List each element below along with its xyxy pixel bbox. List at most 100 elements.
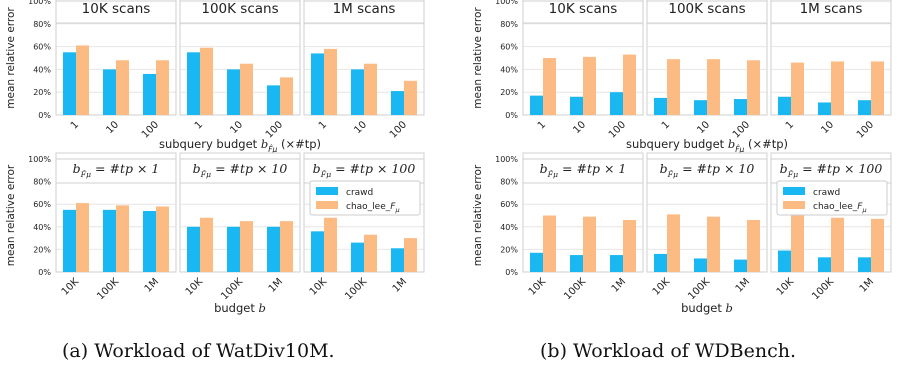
x-tick-label: 1M xyxy=(610,276,628,294)
bar-chao-lee xyxy=(364,63,377,115)
bar-chao-lee xyxy=(280,77,293,115)
panel-title: 100K scans xyxy=(201,1,278,17)
x-tick-label: 1M xyxy=(267,276,285,294)
chart-watdiv10m-bottom: mean relative error 0% 20% 40% 60% 80% 100% bF̂… xyxy=(5,152,425,315)
legend-label: chao_lee_Fμ xyxy=(813,202,867,214)
x-tick-label: 1M xyxy=(143,276,161,294)
bar-crawd xyxy=(694,100,707,115)
bar-chao-lee xyxy=(667,59,680,115)
x-tick-label: 100 xyxy=(607,119,628,140)
x-tick-label: 100K xyxy=(686,276,712,302)
x-tick-label: 10 xyxy=(228,119,245,136)
y-axis-label: mean relative error xyxy=(5,164,17,266)
panel-3: 1M scans 1 10 100 xyxy=(303,0,425,141)
chart-wdbench-top: mean relative error 0% 20% 40% 60% 80% 100% 10K… xyxy=(472,0,892,154)
bar-chao-lee xyxy=(280,221,293,272)
bar-crawd xyxy=(143,73,156,115)
x-tick-label: 10K xyxy=(775,276,797,298)
bar-chao-lee xyxy=(156,60,169,115)
caption-b: (b) Workload of WDBench. xyxy=(540,340,796,362)
x-tick-label: 1 xyxy=(193,119,205,131)
panel-3: bF̂μ = #tp × 100 10K 100K 1M xyxy=(303,152,425,302)
x-tick-label: 10K xyxy=(651,276,673,298)
x-tick-label: 10K xyxy=(184,276,206,298)
bar-crawd xyxy=(267,226,280,272)
x-tick-label: 10 xyxy=(352,119,369,136)
bar-crawd xyxy=(858,257,871,272)
x-tick-label: 100K xyxy=(562,276,588,302)
y-tick-label: 60% xyxy=(33,43,51,52)
bar-chao-lee xyxy=(76,45,89,115)
x-tick-label: 1M xyxy=(858,276,876,294)
x-tick-label: 10 xyxy=(695,119,712,136)
bar-crawd xyxy=(103,209,116,272)
bar-chao-lee xyxy=(871,61,884,115)
bar-crawd xyxy=(694,258,707,272)
bar-crawd xyxy=(654,253,667,272)
bar-crawd xyxy=(530,95,543,115)
caption-a: (a) Workload of WatDiv10M. xyxy=(62,340,335,362)
bar-chao-lee xyxy=(831,217,844,272)
bar-crawd xyxy=(734,99,747,115)
bar-crawd xyxy=(570,255,583,272)
panel-title: 10K scans xyxy=(82,1,151,17)
x-tick-label: 100 xyxy=(388,119,409,140)
bar-crawd xyxy=(778,96,791,115)
bar-chao-lee xyxy=(707,59,720,115)
panel-1: bF̂μ = #tp × 1 10K 100K 1M xyxy=(522,152,644,302)
x-tick-label: 100K xyxy=(95,276,121,302)
x-tick-label: 100 xyxy=(855,119,876,140)
panel-3: 1M scans 1 10 100 xyxy=(770,0,892,141)
bar-chao-lee xyxy=(543,215,556,272)
y-tick-label: 60% xyxy=(500,43,518,52)
bar-crawd xyxy=(63,52,76,115)
bar-crawd xyxy=(187,226,200,272)
y-tick-label: 0% xyxy=(505,111,518,120)
bar-chao-lee xyxy=(364,234,377,272)
bar-crawd xyxy=(734,259,747,272)
bar-crawd xyxy=(103,69,116,115)
x-tick-label: 1M xyxy=(391,276,409,294)
bar-chao-lee xyxy=(200,217,213,272)
panel-title: bF̂μ = #tp × 10 xyxy=(193,161,288,179)
y-axis-label: mean relative error xyxy=(5,7,17,109)
bar-chao-lee xyxy=(831,61,844,115)
y-tick-label: 100% xyxy=(495,0,518,6)
legend-label: crawd xyxy=(346,188,373,198)
bar-crawd xyxy=(818,102,831,115)
panel-2: bF̂μ = #tp × 10 10K 100K 1M xyxy=(646,152,768,302)
panel-2: bF̂μ = #tp × 10 10K 100K 1M xyxy=(179,152,301,302)
panel-title: 100K scans xyxy=(668,1,745,17)
y-tick-label: 0% xyxy=(38,268,51,277)
bar-crawd xyxy=(351,69,364,115)
bar-chao-lee xyxy=(543,58,556,115)
x-tick-label: 100K xyxy=(219,276,245,302)
x-tick-label: 1 xyxy=(317,119,329,131)
panel-title: 1M scans xyxy=(800,1,863,17)
bar-crawd xyxy=(227,226,240,272)
bar-chao-lee xyxy=(404,80,417,115)
x-tick-label: 10 xyxy=(571,119,588,136)
panel-title: bF̂μ = #tp × 100 xyxy=(780,161,883,179)
panel-title: bF̂μ = #tp × 100 xyxy=(313,161,416,179)
x-tick-label: 100K xyxy=(810,276,836,302)
panel-1: 10K scans 1 10 100 xyxy=(522,0,644,141)
y-tick-label: 60% xyxy=(500,200,518,209)
x-tick-label: 1 xyxy=(784,119,796,131)
bar-chao-lee xyxy=(747,220,760,272)
y-tick-label: 20% xyxy=(500,245,518,254)
x-tick-label: 10K xyxy=(527,276,549,298)
bar-crawd xyxy=(187,52,200,115)
legend-swatch xyxy=(316,201,338,209)
x-tick-label: 10 xyxy=(819,119,836,136)
y-tick-label: 80% xyxy=(500,20,518,29)
legend: crawd chao_lee_Fμ xyxy=(309,180,421,216)
x-tick-label: 1 xyxy=(69,119,81,131)
bar-chao-lee xyxy=(871,218,884,272)
panel-1: bF̂μ = #tp × 1 10K 100K 1M xyxy=(55,152,177,302)
y-tick-label: 40% xyxy=(500,65,518,74)
y-axis-label: mean relative error xyxy=(472,164,484,266)
bar-chao-lee xyxy=(583,56,596,115)
y-tick-label: 20% xyxy=(33,245,51,254)
